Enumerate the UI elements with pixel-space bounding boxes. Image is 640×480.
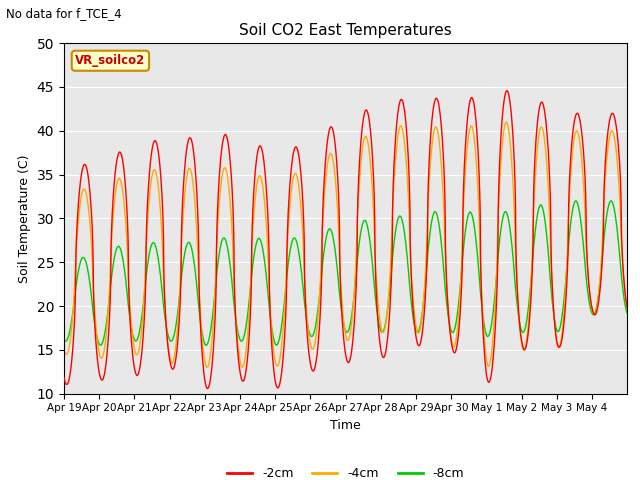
X-axis label: Time: Time [330,419,361,432]
Text: No data for f_TCE_4: No data for f_TCE_4 [6,7,122,20]
Title: Soil CO2 East Temperatures: Soil CO2 East Temperatures [239,23,452,38]
Text: VR_soilco2: VR_soilco2 [76,54,145,67]
Legend: -2cm, -4cm, -8cm: -2cm, -4cm, -8cm [222,462,469,480]
Y-axis label: Soil Temperature (C): Soil Temperature (C) [18,154,31,283]
